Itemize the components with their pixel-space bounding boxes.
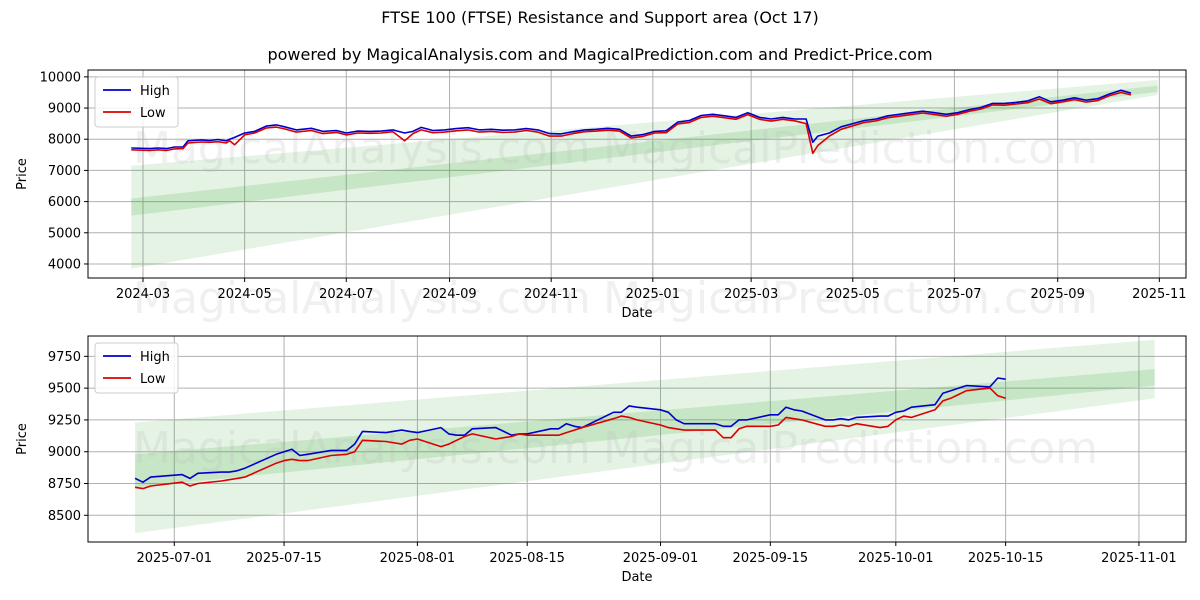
- y-tick-label: 4000: [48, 257, 81, 272]
- chart-title: FTSE 100 (FTSE) Resistance and Support a…: [381, 8, 819, 27]
- x-tick-label: 2024-03: [116, 287, 170, 302]
- x-tick-label: 2025-07-15: [246, 551, 322, 566]
- y-tick-label: 9750: [48, 350, 81, 365]
- watermark-text: MagicalAnalysis.com: [133, 273, 591, 324]
- x-tick-label: 2025-11: [1132, 287, 1186, 302]
- x-tick-label: 2025-03: [724, 287, 778, 302]
- series-line-low: [131, 91, 1132, 155]
- watermark-text: MagicalAnalysis.com: [133, 423, 591, 474]
- plot-frame: [87, 335, 1187, 543]
- y-tick-label: 6000: [48, 195, 81, 210]
- y-tick-label: 9250: [48, 413, 81, 428]
- y-tick-label: 9500: [48, 382, 81, 397]
- x-axis-label: Date: [621, 570, 652, 585]
- x-tick-label: 2024-09: [422, 287, 476, 302]
- y-axis-label: Price: [15, 158, 30, 190]
- x-tick-label: 2025-08-01: [380, 551, 456, 566]
- y-tick-label: 9000: [48, 445, 81, 460]
- y-tick-label: 5000: [48, 226, 81, 241]
- legend-label-low: Low: [140, 106, 166, 121]
- legend-label-high: High: [140, 84, 170, 99]
- outer-band: [135, 339, 1155, 534]
- x-tick-label: 2025-10-01: [858, 551, 934, 566]
- series-line-high: [131, 89, 1132, 150]
- x-tick-label: 2025-01: [626, 287, 680, 302]
- band-group: [135, 339, 1155, 534]
- band-group: [131, 79, 1158, 269]
- x-tick-label: 2025-08-15: [489, 551, 565, 566]
- legend: High Low: [94, 76, 179, 128]
- watermark-text: MagicalPrediction.com: [603, 273, 1098, 324]
- x-tick-label: 2025-09: [1031, 287, 1085, 302]
- watermark-text: MagicalPrediction.com: [603, 123, 1098, 174]
- y-axis-label: Price: [15, 423, 30, 455]
- x-tick-label: 2024-11: [524, 287, 578, 302]
- x-tick-label: 2025-07: [927, 287, 981, 302]
- series-line-low: [134, 387, 1006, 490]
- legend: High Low: [94, 342, 179, 394]
- legend-label-low: Low: [140, 372, 166, 387]
- inner-band: [131, 85, 1158, 216]
- y-tick-label: 8500: [48, 509, 81, 524]
- x-tick-label: 2025-10-15: [968, 551, 1044, 566]
- x-tick-label: 2024-07: [319, 287, 373, 302]
- series-group: [134, 377, 1006, 490]
- y-tick-label: 7000: [48, 164, 81, 179]
- chart-panel-recent-zoom: MagicalAnalysis.com MagicalPrediction.com…: [15, 335, 1187, 585]
- y-tick-label: 8750: [48, 477, 81, 492]
- y-tick-label: 8000: [48, 133, 81, 148]
- inner-band: [135, 369, 1155, 488]
- x-axis-label: Date: [621, 306, 652, 321]
- chart-subtitle: powered by MagicalAnalysis.com and Magic…: [267, 45, 933, 64]
- x-tick-label: 2025-07-01: [136, 551, 212, 566]
- watermark-text: MagicalPrediction.com: [603, 423, 1098, 474]
- y-tick-label: 9000: [48, 102, 81, 117]
- y-tick-label: 10000: [40, 70, 81, 85]
- outer-band: [131, 79, 1158, 269]
- series-group: [131, 89, 1132, 155]
- x-tick-label: 2025-09-01: [623, 551, 699, 566]
- x-tick-label: 2024-05: [217, 287, 271, 302]
- x-tick-label: 2025-09-15: [733, 551, 809, 566]
- chart-panel-full-period: MagicalAnalysis.com MagicalPrediction.com…: [15, 69, 1187, 324]
- x-tick-label: 2025-11-01: [1101, 551, 1177, 566]
- plot-frame: [87, 69, 1187, 279]
- legend-label-high: High: [140, 350, 170, 365]
- x-tick-label: 2025-05: [826, 287, 880, 302]
